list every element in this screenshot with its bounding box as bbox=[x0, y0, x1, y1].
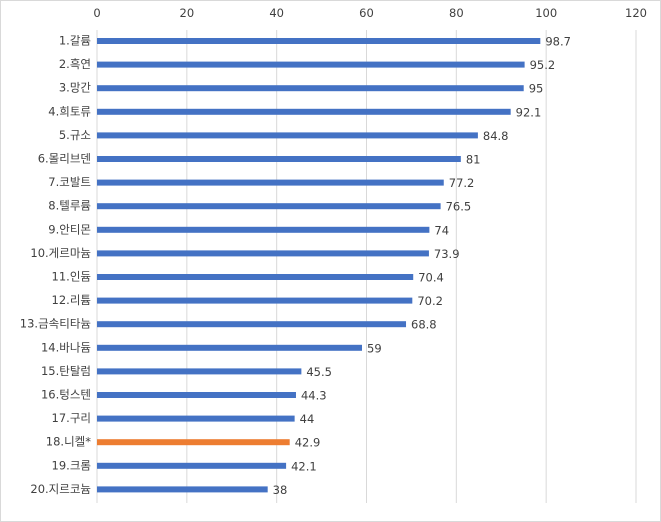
data-label: 92.1 bbox=[516, 105, 542, 119]
data-label: 70.4 bbox=[418, 271, 444, 285]
bar bbox=[97, 85, 524, 92]
bar bbox=[97, 297, 413, 304]
bar bbox=[97, 108, 511, 115]
bar bbox=[97, 61, 525, 68]
bar bbox=[97, 462, 287, 469]
category-label: 19.크롬 bbox=[52, 458, 91, 472]
x-tick-label: 20 bbox=[180, 6, 195, 20]
bar bbox=[97, 486, 268, 493]
x-tick-label: 60 bbox=[359, 6, 374, 20]
x-tick-label: 40 bbox=[269, 6, 284, 20]
data-label: 81 bbox=[466, 153, 481, 167]
category-label: 11.인듐 bbox=[52, 270, 91, 284]
x-tick-label: 120 bbox=[625, 6, 647, 20]
category-label: 8.텔루륨 bbox=[48, 199, 91, 213]
bar bbox=[97, 132, 478, 139]
category-label: 9.안티몬 bbox=[48, 222, 91, 236]
bar bbox=[97, 203, 441, 210]
data-label: 38 bbox=[273, 483, 288, 497]
bar bbox=[97, 38, 541, 44]
bar bbox=[97, 226, 430, 233]
bar bbox=[97, 415, 295, 422]
data-label: 77.2 bbox=[449, 176, 475, 190]
data-label: 95 bbox=[529, 82, 544, 96]
category-label: 10.게르마늄 bbox=[30, 246, 91, 260]
category-label: 3.망간 bbox=[59, 81, 92, 95]
category-label: 12.리튬 bbox=[52, 293, 91, 307]
bar bbox=[97, 344, 363, 351]
category-label: 1.갈륨 bbox=[59, 34, 91, 48]
bar bbox=[97, 179, 444, 186]
bar bbox=[97, 250, 429, 257]
category-label: 2.흑연 bbox=[59, 57, 91, 71]
data-label: 74 bbox=[434, 223, 449, 237]
category-label: 16.텅스텐 bbox=[41, 388, 91, 402]
category-label: 15.탄탈럼 bbox=[41, 364, 91, 378]
data-label: 59 bbox=[367, 341, 382, 355]
x-tick-label: 0 bbox=[93, 6, 100, 20]
x-tick-label: 100 bbox=[535, 6, 557, 20]
category-label: 17.구리 bbox=[52, 411, 91, 425]
bar bbox=[97, 368, 302, 375]
category-label: 7.코발트 bbox=[48, 175, 91, 189]
x-tick-label: 80 bbox=[449, 6, 464, 20]
bar bbox=[97, 392, 296, 398]
data-label: 45.5 bbox=[306, 365, 332, 379]
data-label: 68.8 bbox=[411, 318, 437, 332]
bar bbox=[97, 321, 407, 328]
data-label: 76.5 bbox=[446, 200, 472, 214]
data-label: 95.2 bbox=[530, 58, 556, 72]
data-label: 73.9 bbox=[434, 247, 460, 261]
category-label: 20.지르코늄 bbox=[30, 482, 91, 496]
data-label: 98.7 bbox=[545, 35, 571, 49]
category-label: 6.몰리브덴 bbox=[38, 152, 91, 166]
bar bbox=[97, 274, 414, 280]
category-label: 13.금속티타늄 bbox=[20, 317, 91, 331]
bar bbox=[97, 156, 461, 162]
category-label: 5.규소 bbox=[59, 128, 91, 142]
data-label: 44.3 bbox=[301, 389, 327, 403]
data-label: 84.8 bbox=[483, 129, 509, 143]
data-label: 42.1 bbox=[291, 459, 317, 473]
category-label: 18.니켈* bbox=[46, 435, 91, 449]
data-label: 44 bbox=[300, 412, 315, 426]
category-label: 4.희토류 bbox=[48, 104, 91, 118]
data-label: 42.9 bbox=[295, 436, 321, 450]
category-label: 14.바나듐 bbox=[41, 340, 91, 354]
bar bbox=[97, 439, 290, 446]
data-label: 70.2 bbox=[417, 294, 443, 308]
